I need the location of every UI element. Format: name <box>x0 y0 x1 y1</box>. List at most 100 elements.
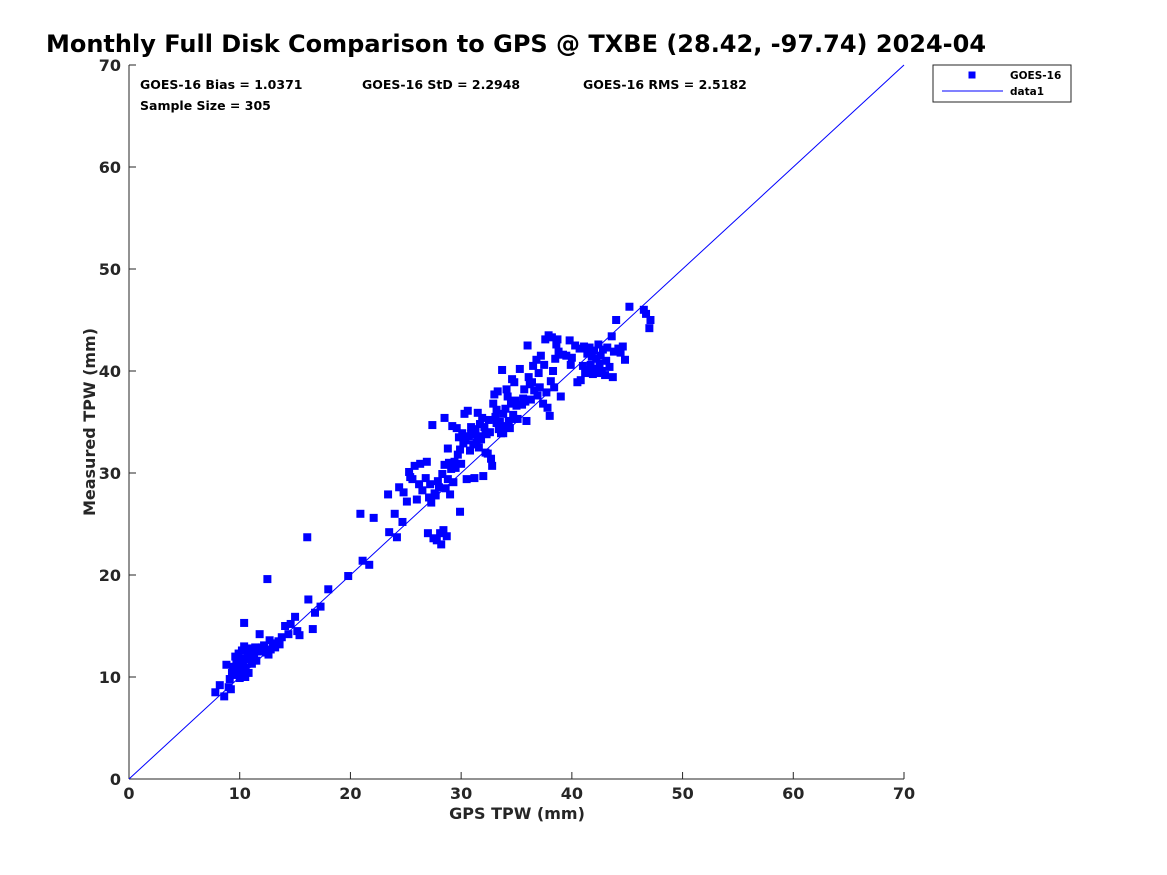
x-tick-label: 50 <box>671 784 693 803</box>
y-tick-label: 10 <box>99 668 121 687</box>
data-point <box>263 575 272 584</box>
data-point <box>399 488 408 497</box>
data-point <box>450 457 459 466</box>
data-point <box>506 399 515 408</box>
data-point <box>432 536 441 545</box>
data-point <box>412 495 421 504</box>
data-point <box>433 477 442 486</box>
data-point <box>471 427 480 436</box>
data-point <box>275 640 284 649</box>
data-point <box>241 673 250 681</box>
data-point <box>534 369 543 378</box>
data-point <box>549 367 558 375</box>
data-point <box>423 529 432 538</box>
data-point <box>602 356 611 365</box>
data-point <box>552 340 561 349</box>
data-point <box>605 362 614 371</box>
data-point <box>481 429 490 438</box>
data-point <box>247 659 256 668</box>
data-point <box>520 385 529 394</box>
data-point <box>443 475 452 484</box>
data-point <box>503 392 512 401</box>
data-point <box>452 424 461 433</box>
data-point <box>554 347 563 356</box>
data-point <box>356 509 365 518</box>
data-point <box>535 383 544 392</box>
data-point <box>246 644 255 653</box>
data-point <box>410 461 419 470</box>
data-point <box>385 528 394 537</box>
data-point <box>415 480 424 489</box>
data-point <box>390 509 399 518</box>
data-point <box>311 608 319 617</box>
data-point <box>522 416 531 425</box>
data-point <box>498 365 507 374</box>
data-point <box>457 459 466 468</box>
data-point <box>478 413 487 422</box>
data-point <box>529 361 538 370</box>
data-point <box>592 354 601 363</box>
data-point <box>402 497 411 506</box>
data-point <box>418 486 427 495</box>
data-point <box>590 346 598 355</box>
data-point <box>441 484 450 493</box>
data-point <box>237 646 246 655</box>
data-point <box>220 692 229 701</box>
data-point <box>447 464 456 473</box>
data-point <box>440 460 449 469</box>
data-point <box>286 619 295 628</box>
data-point <box>440 413 449 422</box>
data-point <box>454 433 463 442</box>
data-point <box>591 364 600 373</box>
data-point <box>365 560 374 569</box>
data-point <box>484 415 493 424</box>
data-point <box>612 316 621 324</box>
stat-std: GOES-16 StD = 2.2948 <box>362 77 520 92</box>
data-point <box>458 429 467 438</box>
data-point <box>470 474 479 483</box>
data-point <box>614 344 623 353</box>
data-point <box>607 332 616 341</box>
y-tick-label: 0 <box>110 770 121 789</box>
data-point <box>252 656 261 665</box>
data-point <box>442 532 451 541</box>
data-point <box>293 627 302 636</box>
data-point <box>499 409 508 418</box>
data-point <box>453 450 462 459</box>
data-point <box>553 335 562 344</box>
data-point <box>439 526 448 535</box>
data-point <box>225 675 234 684</box>
data-point <box>480 423 489 432</box>
data-point <box>271 643 280 652</box>
data-point <box>532 355 541 364</box>
data-point <box>384 490 393 499</box>
data-point <box>251 643 260 652</box>
data-point <box>598 345 607 354</box>
plot-area: 0 10 20 30 40 50 60 70 0 10 20 30 40 50 60 70 <box>99 56 915 803</box>
data-point <box>268 639 277 648</box>
data-point <box>533 391 542 400</box>
data-point <box>556 392 565 401</box>
data-point <box>437 540 446 549</box>
y-tick-label: 40 <box>99 362 121 381</box>
data-point <box>431 491 440 500</box>
data-point <box>646 316 655 324</box>
legend-label-data1: data1 <box>1010 86 1044 98</box>
x-tick-label: 10 <box>229 784 251 803</box>
data-point <box>546 377 555 386</box>
data-point <box>505 424 514 433</box>
data-point <box>244 668 253 677</box>
data-point <box>479 472 488 481</box>
data-point <box>504 416 513 425</box>
data-point <box>501 404 510 413</box>
data-point <box>303 533 312 542</box>
data-point <box>603 343 612 352</box>
data-point <box>512 401 521 410</box>
data-point <box>584 365 593 374</box>
data-point <box>526 395 535 404</box>
data-point <box>426 480 435 489</box>
data-point <box>523 341 532 350</box>
data-point <box>492 405 501 414</box>
data-point <box>408 475 417 484</box>
data-point <box>519 394 528 403</box>
